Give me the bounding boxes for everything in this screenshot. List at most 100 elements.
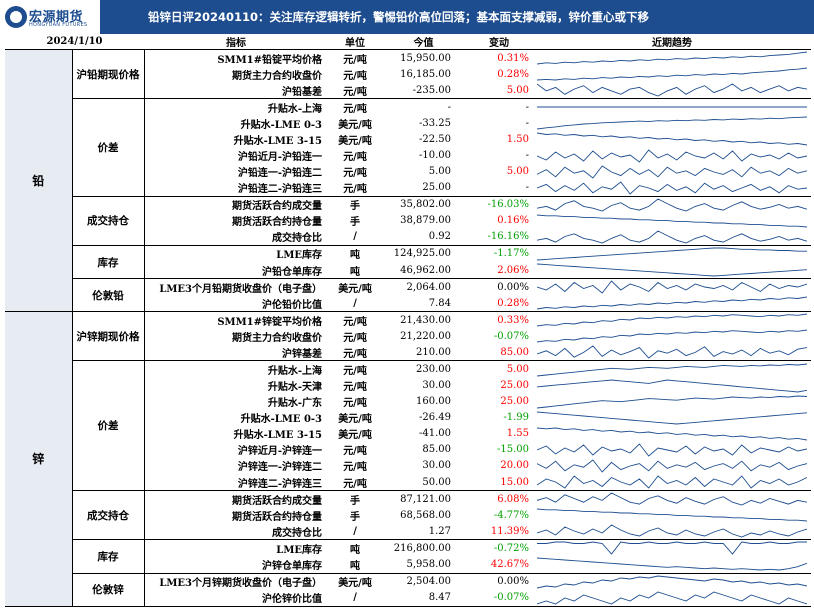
trend-cell — [533, 361, 811, 378]
indicator-name: 沪锌基差 — [144, 344, 329, 362]
table-row: 沪铅近月-沪铅连一 元/吨 -10.00 - — [5, 147, 811, 163]
sparkline-chart — [537, 524, 808, 538]
table-row: 伦敦锌 LME3个月锌期货收盘价（电子盘） 美元/吨 2,504.00 0.00% — [5, 573, 811, 607]
unit-cell: 吨 — [328, 262, 383, 280]
sparkline-chart — [537, 541, 808, 556]
sparkline-line — [537, 132, 808, 146]
unit-cell: 元/吨 — [328, 49, 383, 67]
trend-cell — [533, 311, 812, 329]
value-cell: 0.92 — [382, 228, 466, 246]
trend-cell — [533, 49, 812, 67]
table-row: 升贴水-天津 元/吨 30.00 25.00 — [5, 378, 811, 394]
unit-cell: 手 — [350, 495, 361, 507]
indicator-name: SMM1#铅锭平均价格 — [144, 49, 329, 67]
trend-cell — [533, 82, 812, 100]
table-row: 沪铅连一-沪铅连二 元/吨 5.00 5.00 — [5, 164, 811, 180]
sparkline-line — [537, 313, 808, 327]
sparkline-chart — [537, 181, 808, 195]
indicator-name: 升贴水-广东 — [267, 398, 323, 410]
brand-name: 宏源期货 — [29, 10, 84, 25]
indicator-name: 沪铅基差 — [144, 82, 329, 100]
indicator-name: 期货主力合约收盘价 — [232, 332, 323, 344]
table-row: 沪锌基差 元/吨 210.00 85.00 — [5, 344, 812, 362]
value-cell: 30.00 — [422, 380, 452, 392]
change-cell: - — [525, 150, 530, 161]
table-row: 沪锌仓单库存吨 5,958.00 42.67% — [5, 556, 812, 574]
table-row: 库存 LME库存吨 216,800.00 -0.72% — [5, 539, 811, 574]
indicator-name: 沪铅连二-沪铅连三 — [144, 179, 329, 197]
trend-cell — [533, 378, 811, 394]
sparkline-line — [537, 263, 808, 277]
value-cell: -10.00 — [419, 150, 452, 161]
table-row: 升贴水-LME 0-3 美元/吨 -33.25 - — [5, 115, 811, 131]
sparkline-chart — [537, 475, 808, 489]
sparkline-line — [537, 508, 808, 522]
table-row: 期货主力合约收盘价 元/吨 16,185.00 0.28% — [5, 66, 811, 82]
trend-cell — [533, 426, 811, 442]
table-row: 沪伦铅价比值/7.84 0.28% — [5, 295, 812, 313]
sparkline-chart — [537, 164, 808, 179]
sparkline-line — [537, 411, 808, 425]
change-cell: 0.28% — [497, 68, 530, 80]
value-cell: 85.00 — [422, 444, 452, 456]
sparkline-chart — [537, 198, 808, 212]
indicator-name: LME3个月锌期货收盘价（电子盘） — [159, 578, 323, 590]
indicator-name: 期货主力合约收盘价 — [232, 70, 323, 82]
value-cell: 2,504.00 — [406, 576, 452, 588]
indicator-name: 沪锌连二-沪锌连三 — [144, 474, 329, 492]
indicator-name: 期货活跃合约成交量 — [232, 495, 323, 507]
indicator-name: 期货活跃合约成交量 — [232, 201, 323, 213]
trend-cell — [533, 66, 811, 82]
sparkline-chart — [537, 459, 808, 473]
indicator-name: 沪伦铅价比值 — [144, 295, 329, 313]
change-cell: 0.00% — [497, 576, 530, 588]
change-cell: 5.00 — [506, 166, 530, 178]
change-cell: -1.17% — [493, 248, 530, 260]
table-row: 沪锌连二-沪锌连三 元/吨 50.00 15.00 — [5, 474, 812, 492]
table-row: 沪铅连二-沪铅连三 元/吨 25.00- — [5, 179, 812, 197]
col-header-indicator: 指标 — [144, 34, 329, 50]
sparkline-line — [537, 443, 808, 457]
trend-cell — [533, 131, 811, 147]
unit-cell: 元/吨 — [343, 168, 367, 180]
table-row: 沪锌连一-沪锌连二 元/吨 30.00 20.00 — [5, 458, 811, 474]
unit-cell: 元/吨 — [328, 474, 383, 492]
value-cell: 87,121.00 — [400, 493, 452, 505]
trend-cell — [533, 394, 811, 410]
group-label: 沪铅期现价格 — [72, 48, 145, 100]
indicator-name: 沪锌仓单库存 — [144, 556, 329, 574]
sparkline-line — [537, 329, 808, 343]
table-row: 库存 LME库存吨 124,925.00 -1.17% — [5, 245, 811, 280]
change-cell: 5.00 — [465, 82, 534, 100]
unit-cell: 手 — [350, 511, 361, 523]
sparkline-chart — [537, 443, 808, 457]
value-cell: -22.50 — [419, 133, 452, 145]
value-cell: 25.00 — [382, 179, 466, 197]
indicator-name: 沪伦锌价比值 — [144, 589, 329, 607]
change-cell: 6.08% — [497, 493, 530, 505]
group-label: 价差 — [72, 98, 145, 197]
change-cell: - — [525, 101, 530, 113]
value-cell: 68,568.00 — [400, 509, 452, 521]
value-cell: 124,925.00 — [393, 248, 452, 260]
value-cell: - — [447, 101, 452, 113]
trend-cell — [533, 279, 811, 296]
sparkline-chart — [537, 411, 808, 425]
unit-cell: 元/吨 — [343, 446, 367, 458]
change-cell: 20.00 — [500, 460, 530, 472]
sparkline-line — [537, 280, 808, 294]
unit-cell: 美元/吨 — [338, 578, 372, 590]
table-row: 升贴水-LME 3-15 美元/吨 -22.50 1.50 — [5, 131, 811, 147]
trend-cell — [533, 262, 812, 280]
sparkline-line — [537, 541, 808, 556]
table-row: 期货活跃合约持仓量 手 38,879.00 0.16% — [5, 213, 811, 229]
sparkline-line — [537, 230, 808, 244]
table-row: 升贴水-广东 元/吨 160.00 25.00 — [5, 394, 811, 410]
trend-cell — [533, 458, 811, 474]
trend-cell — [533, 115, 811, 131]
table-row: 锌沪锌期现价格 SMM1#锌锭平均价格 元/吨 21,430.00 0.33% — [5, 311, 812, 607]
sparkline-chart — [537, 247, 808, 261]
table-row: 成交持仓 期货活跃合约成交量手 87,121.00 6.08% — [5, 490, 811, 541]
report-header: 宏源期货 HONGYUAN FUTURES 铅锌日评20240110：关注库存逻… — [0, 0, 814, 34]
unit-cell: 元/吨 — [328, 82, 383, 100]
